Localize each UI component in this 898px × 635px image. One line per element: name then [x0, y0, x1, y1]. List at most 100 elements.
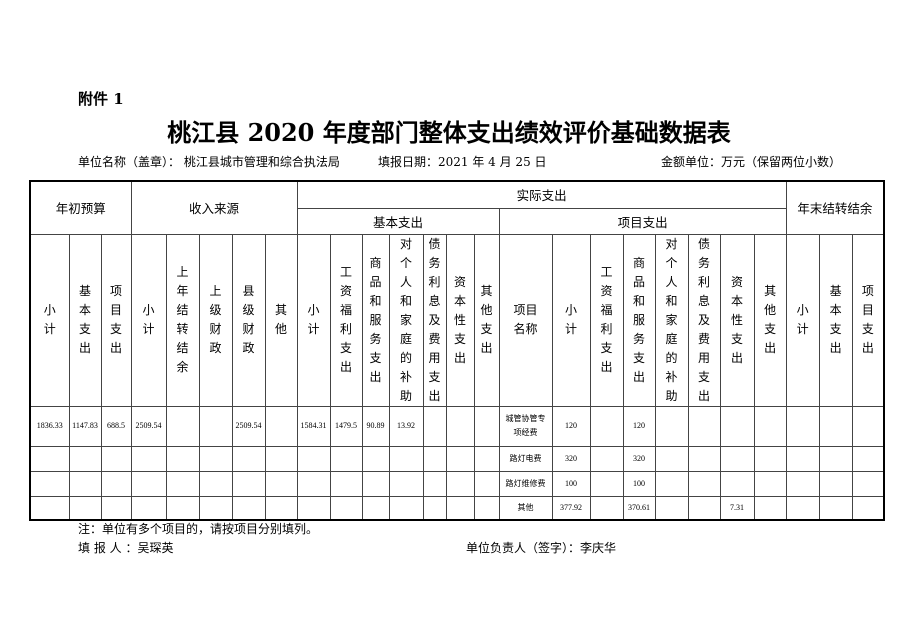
table-cell: [654, 470, 689, 497]
column-header-label: 工资福利支出: [600, 265, 613, 374]
column-header-label: 对个人和家庭的补助: [665, 236, 678, 403]
table-cell: 370.61: [622, 495, 656, 521]
column-header-label: 项目支出: [861, 284, 874, 355]
column-header: 对个人和家庭的补助: [388, 233, 424, 407]
group-income: 收入来源: [130, 180, 298, 235]
table-cell: [851, 445, 885, 472]
table-cell: [165, 445, 200, 472]
table-cell: [719, 470, 755, 497]
column-header-label: 小计: [142, 303, 155, 336]
table-cell: 120: [551, 405, 591, 447]
table-cell: [296, 470, 331, 497]
table-cell: [329, 470, 363, 497]
column-header: 项目支出: [851, 233, 885, 407]
table-cell: [264, 405, 298, 447]
table-cell: [68, 495, 102, 521]
table-cell: [687, 470, 721, 497]
table-row: 其他 377.92 370.61 7.31: [29, 495, 885, 521]
table-cell: 路灯维修费: [498, 470, 553, 497]
table-cell: [589, 445, 624, 472]
table-cell: [198, 470, 233, 497]
table-cell: [231, 470, 266, 497]
table-cell: [753, 405, 787, 447]
table-cell: [130, 445, 167, 472]
table-cell: [165, 470, 200, 497]
table-cell: [687, 495, 721, 521]
attachment-label: 附件 1: [78, 90, 124, 108]
group-carryover: 年末结转结余: [785, 180, 885, 235]
meta-line: 单位名称（盖章）： 桃江县城市管理和综合执法局 填报日期：2021 年 4 月 …: [78, 153, 842, 170]
column-header: 小计: [29, 233, 70, 407]
table-cell: 320: [551, 445, 591, 472]
footnote: 注：单位有多个项目的，请按项目分别填列。: [78, 522, 319, 536]
table-cell: 100: [551, 470, 591, 497]
table-cell: 90.89: [361, 405, 390, 447]
table-cell: [100, 470, 132, 497]
table-cell: 100: [622, 470, 656, 497]
table-cell: [198, 445, 233, 472]
column-header-label: 其他支出: [764, 284, 777, 355]
column-header-label: 小计: [307, 303, 320, 336]
table-cell: [473, 445, 500, 472]
table-row: 路灯维修费 100 100: [29, 470, 885, 497]
header-row-3: 小计 基本支出 项目支出 小计 上年结转结余 上级财政 县级财政 其他 小计 工资福利支出 商品和服…: [29, 233, 885, 407]
table-cell: 1584.31: [296, 405, 331, 447]
column-header-label: 小计: [564, 303, 577, 336]
column-header-label: 对个人和家庭的补助: [399, 236, 412, 403]
table-cell: [29, 495, 70, 521]
table-cell: 688.5: [100, 405, 132, 447]
table-cell: [165, 405, 200, 447]
column-header: 商品和服务支出: [622, 233, 656, 407]
table-cell: [818, 445, 853, 472]
column-header: 债务利息及费用支出: [687, 233, 721, 407]
table-cell: [719, 405, 755, 447]
column-header-label: 基本支出: [829, 284, 842, 355]
column-header-label: 小计: [796, 303, 809, 336]
group-actual: 实际支出: [296, 180, 787, 209]
table-cell: [329, 445, 363, 472]
column-header: 其他: [264, 233, 298, 407]
table-cell: [851, 495, 885, 521]
table-cell: [473, 495, 500, 521]
table-cell: 7.31: [719, 495, 755, 521]
table-cell: [719, 445, 755, 472]
column-header: 其他支出: [473, 233, 500, 407]
table-cell: [445, 445, 475, 472]
table-cell: [29, 445, 70, 472]
column-header-label: 其他: [274, 303, 287, 336]
page-title: 桃江县 2020 年度部门整体支出绩效评价基础数据表: [167, 118, 731, 147]
table-cell: [198, 405, 233, 447]
currency-unit: 金额单位：万元（保留两位小数）: [661, 155, 842, 169]
column-header: 项目名称: [498, 233, 553, 407]
column-header-label: 小计: [43, 303, 56, 336]
table-cell: [654, 495, 689, 521]
table-cell: [851, 470, 885, 497]
table-cell: [818, 405, 853, 447]
column-header: 项目支出: [100, 233, 132, 407]
table-cell: [473, 405, 500, 447]
column-header: 县级财政: [231, 233, 266, 407]
table-cell: [785, 470, 820, 497]
column-header: 小计: [296, 233, 331, 407]
signer-name: 单位负责人（签字）：李庆华: [466, 541, 617, 555]
table-cell: [785, 495, 820, 521]
table-cell: [68, 470, 102, 497]
column-header: 小计: [785, 233, 820, 407]
table-cell: [589, 495, 624, 521]
table-cell: 路灯电费: [498, 445, 553, 472]
table-cell: 2509.54: [130, 405, 167, 447]
table-cell: [445, 470, 475, 497]
group-budget: 年初预算: [29, 180, 132, 235]
table-cell: [589, 405, 624, 447]
table-cell: 其他: [498, 495, 553, 521]
table-cell: [422, 470, 447, 497]
header-row-1: 年初预算 收入来源 实际支出 年末结转结余: [29, 180, 885, 235]
table-cell: [654, 405, 689, 447]
table-cell: 320: [622, 445, 656, 472]
column-header: 商品和服务支出: [361, 233, 390, 407]
table-cell: [361, 470, 390, 497]
column-header-label: 上级财政: [209, 284, 222, 355]
table-cell: [198, 495, 233, 521]
column-header: 小计: [130, 233, 167, 407]
column-header-label: 债务利息及费用支出: [697, 236, 710, 403]
